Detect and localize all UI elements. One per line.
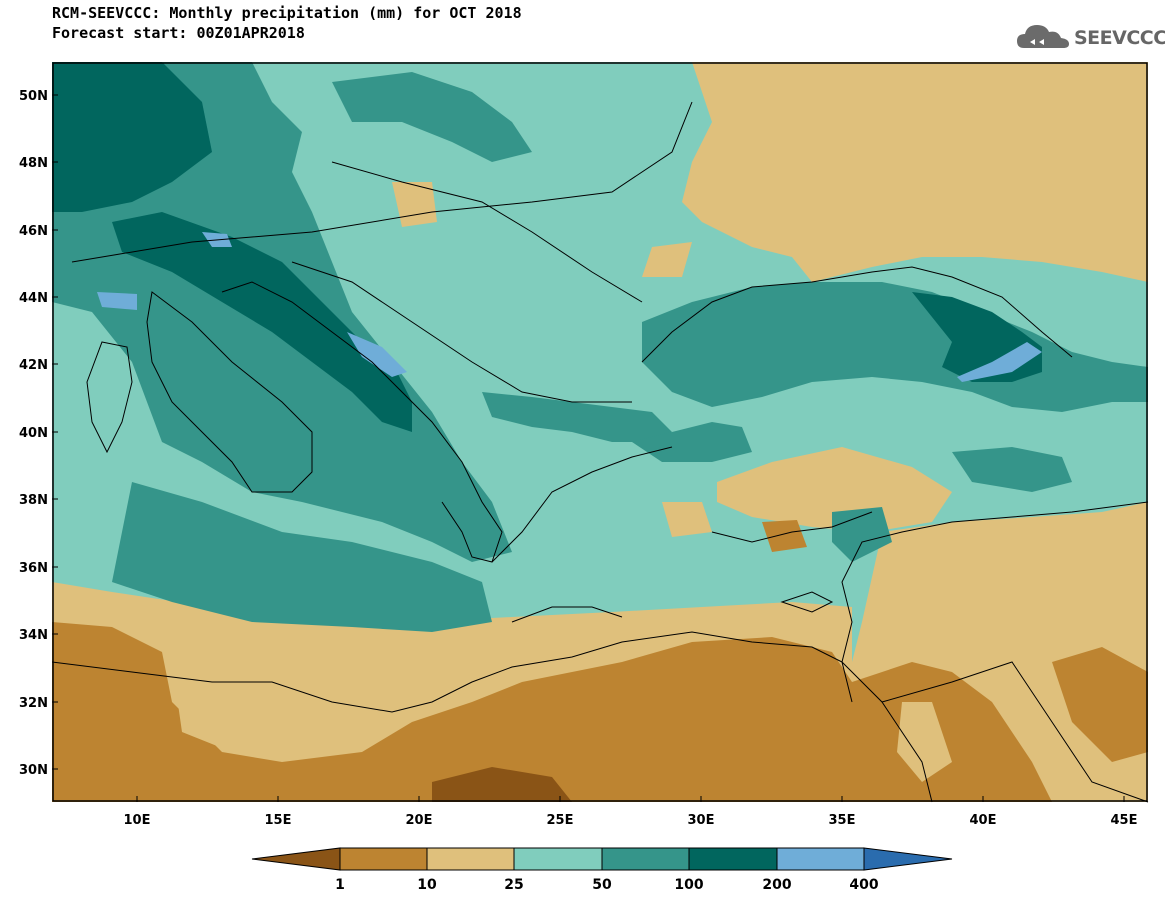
lat-label: 46N <box>19 224 48 239</box>
colorbar-label: 50 <box>592 877 612 893</box>
lon-label: 20E <box>406 813 433 828</box>
lat-label: 42N <box>19 358 48 373</box>
colorbar: 1 10 25 50 100 200 400 <box>251 847 953 893</box>
longitude-labels: 10E 15E 20E 25E 30E 35E 40E 45E <box>124 813 1138 828</box>
colorbar-label: 100 <box>674 877 703 893</box>
chart-title: RCM-SEEVCCC: Monthly precipitation (mm) … <box>52 4 522 22</box>
colorbar-swatch <box>863 847 953 871</box>
colorbar-label: 400 <box>849 877 878 893</box>
lat-label: 34N <box>19 628 48 643</box>
seevccc-logo: SEEVCCC <box>1014 18 1165 58</box>
lat-label: 36N <box>19 561 48 576</box>
colorbar-label: 1 <box>335 877 345 893</box>
lat-label: 32N <box>19 696 48 711</box>
logo-text: SEEVCCC <box>1074 27 1165 49</box>
colorbar-swatch <box>688 847 778 871</box>
lon-label: 15E <box>265 813 292 828</box>
lat-label: 50N <box>19 89 48 104</box>
colorbar-label: 25 <box>504 877 523 893</box>
latitude-axis <box>52 94 58 770</box>
lat-label: 40N <box>19 426 48 441</box>
lon-label: 30E <box>688 813 715 828</box>
colorbar-swatch <box>776 847 865 871</box>
precipitation-map <box>52 62 1149 803</box>
lon-label: 40E <box>970 813 997 828</box>
colorbar-label: 200 <box>762 877 791 893</box>
lat-label: 44N <box>19 291 48 306</box>
forecast-start: Forecast start: 00Z01APR2018 <box>52 24 305 42</box>
colorbar-swatch <box>339 847 428 871</box>
colorbar-swatch <box>426 847 515 871</box>
colorbar-label: 10 <box>417 877 437 893</box>
precipitation-field <box>52 62 1148 802</box>
colorbar-swatch <box>513 847 603 871</box>
longitude-ticks <box>136 796 1125 802</box>
latitude-labels: 50N 48N 46N 44N 42N 40N 38N 36N 34N 32N … <box>19 89 48 778</box>
colorbar-swatch <box>601 847 690 871</box>
coastlines <box>52 101 1149 803</box>
lon-label: 45E <box>1111 813 1138 828</box>
colorbar-swatch <box>251 847 341 871</box>
lon-label: 25E <box>547 813 574 828</box>
lat-label: 48N <box>19 156 48 171</box>
lon-label: 10E <box>124 813 151 828</box>
cloud-icon <box>1017 25 1069 48</box>
lat-label: 38N <box>19 493 48 508</box>
lon-label: 35E <box>829 813 856 828</box>
lat-label: 30N <box>19 763 48 778</box>
